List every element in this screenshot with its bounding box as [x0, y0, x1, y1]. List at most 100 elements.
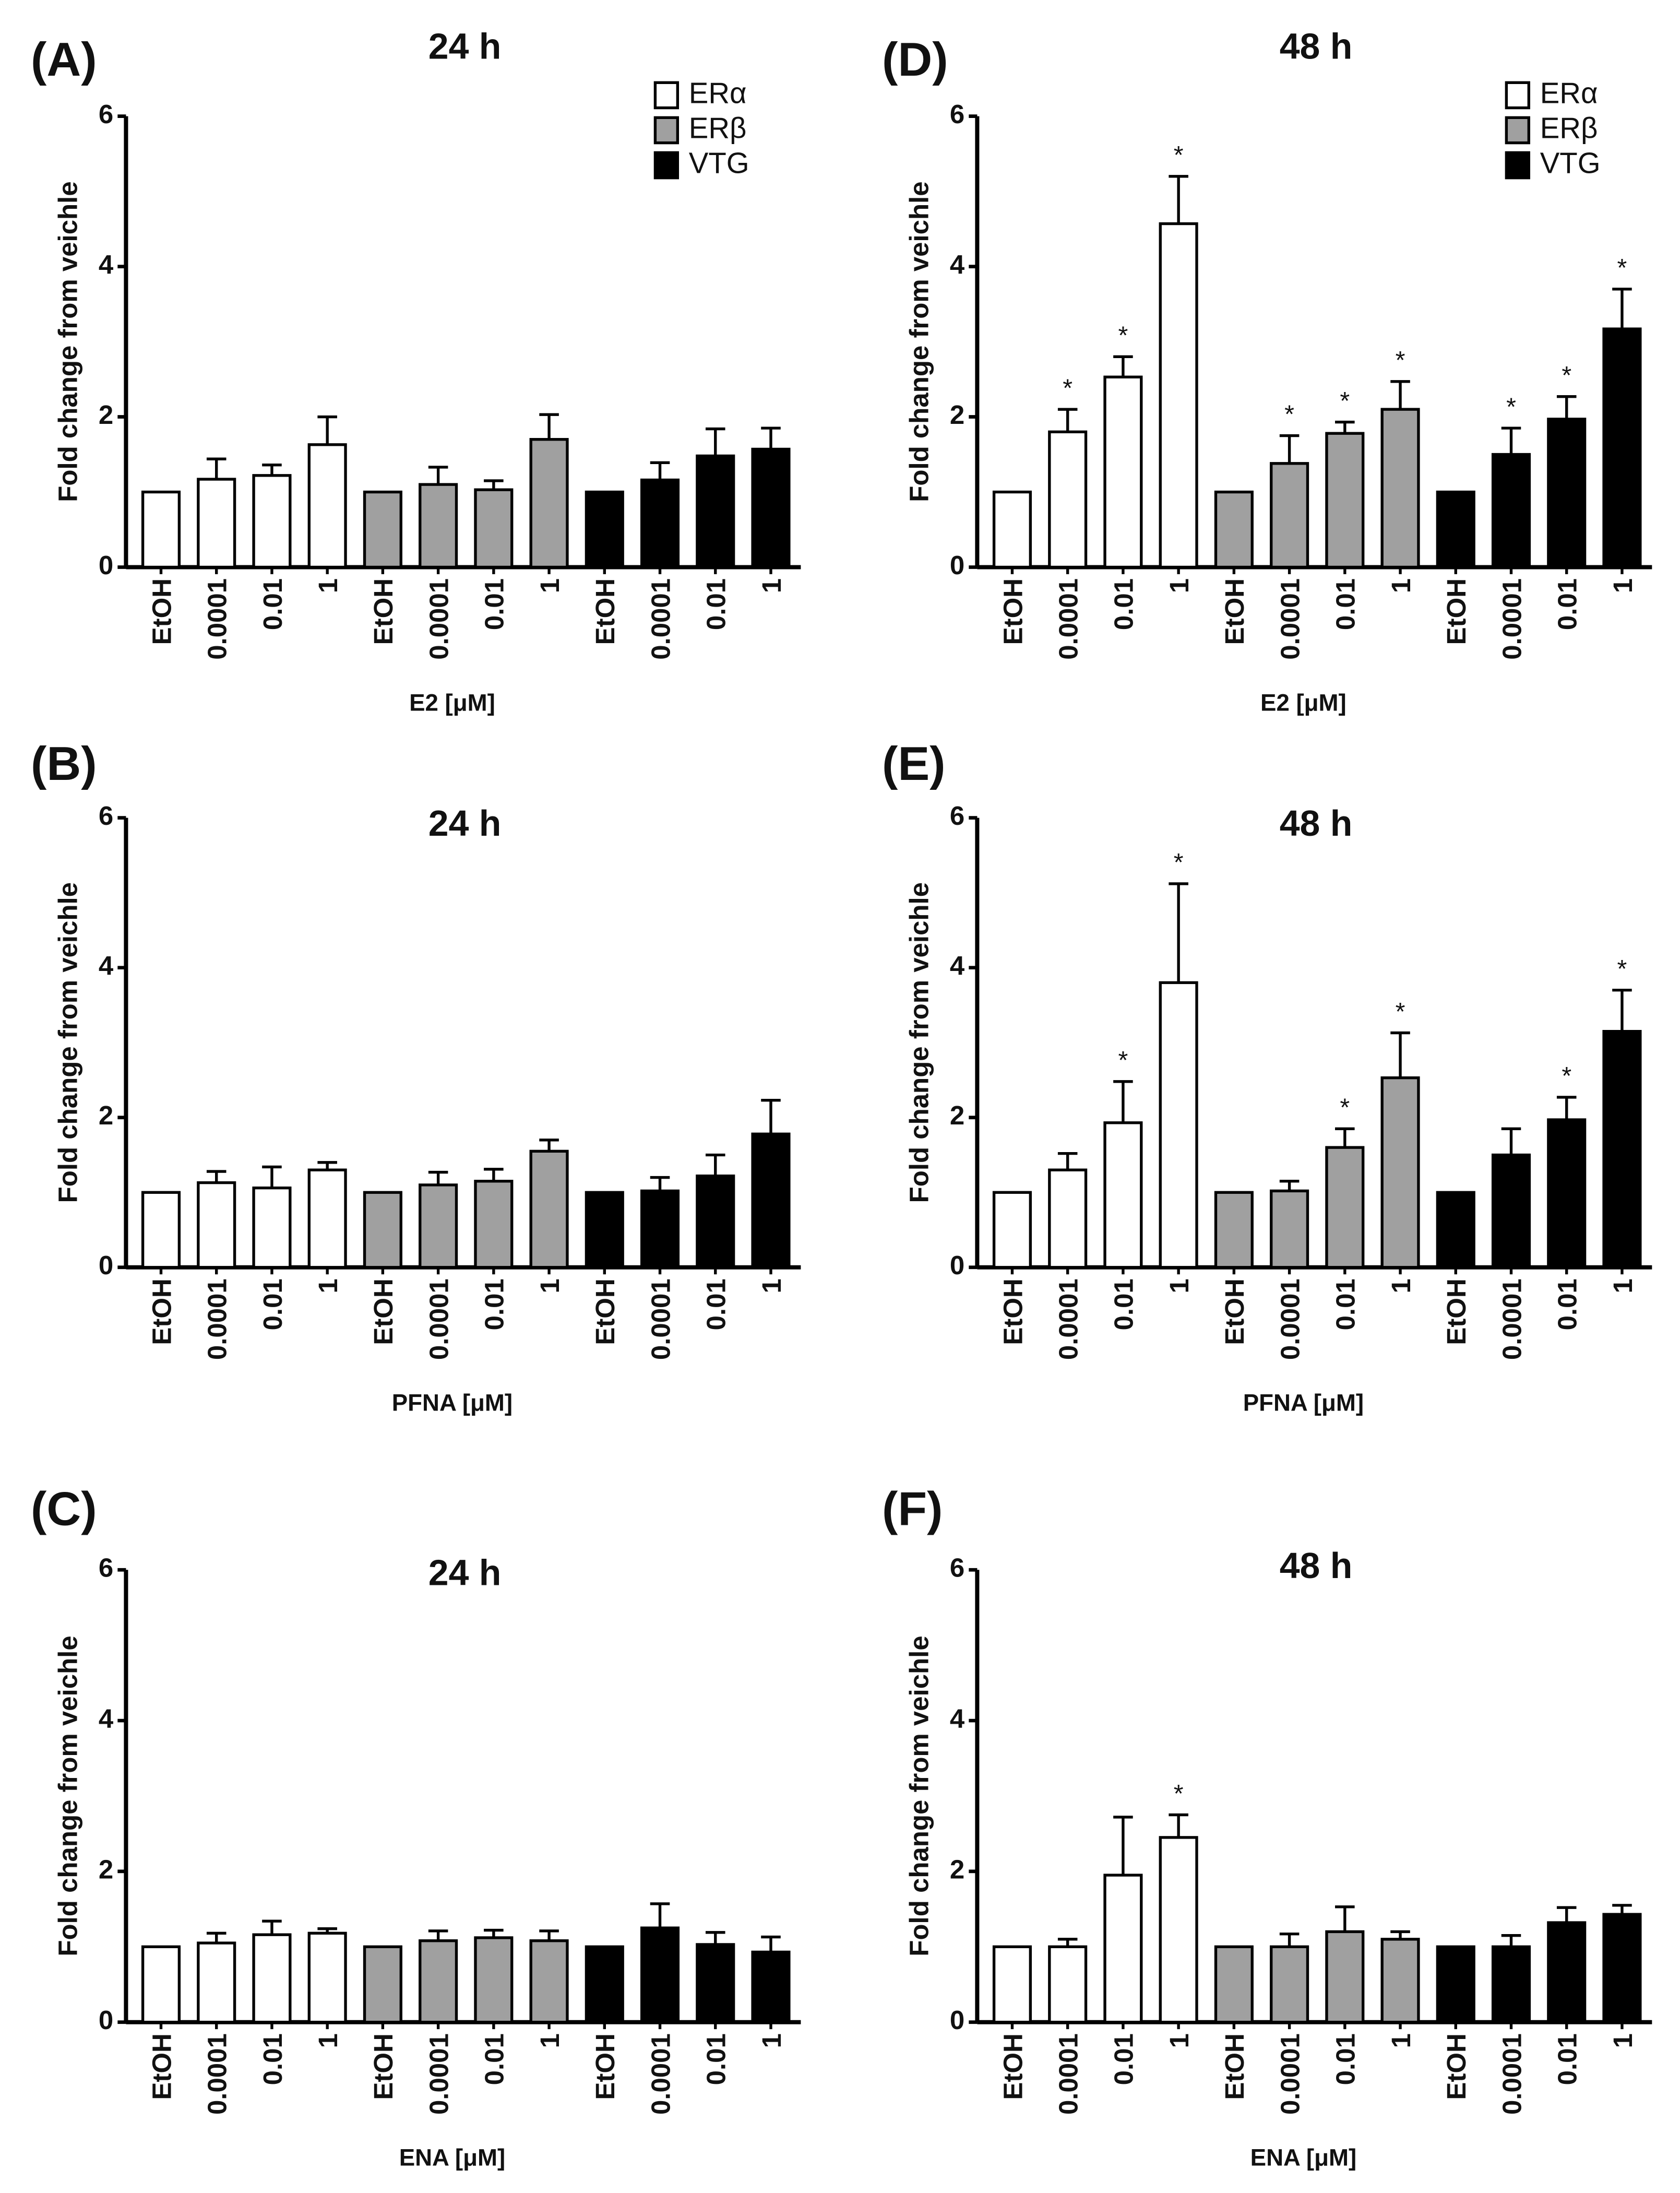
legend-label: VTG [689, 146, 749, 179]
x-tick-label: EtOH [998, 2033, 1028, 2100]
x-tick-label: 0.01 [1109, 1278, 1139, 1330]
x-tick-label: 1 [313, 2033, 343, 2048]
bar [1159, 981, 1198, 1269]
bar [1214, 1945, 1254, 2024]
x-tick-label: 1 [1164, 1278, 1194, 1293]
y-tick-label: 0 [950, 1250, 964, 1280]
error-bar [484, 479, 504, 490]
y-axis-label: Fold change from veichle [53, 181, 83, 502]
x-axis-label: ENA [μM] [1250, 2144, 1356, 2171]
bar [751, 1950, 791, 2024]
error-bar [1057, 1152, 1078, 1170]
legend-label: ERα [1540, 76, 1598, 109]
significance-mark: * [1118, 1046, 1128, 1074]
bar [141, 490, 181, 569]
y-axis-label: Fold change from veichle [53, 1635, 83, 1956]
chart-title: 24 h [428, 1552, 502, 1593]
x-tick-label: EtOH [590, 1278, 620, 1345]
bar [419, 1183, 458, 1269]
bar [1602, 327, 1642, 569]
x-tick-label: 1 [1386, 2033, 1416, 2048]
bar [197, 1181, 236, 1269]
y-tick-label: 6 [99, 1553, 113, 1583]
bar [1270, 1945, 1309, 2024]
bar [307, 1168, 347, 1269]
y-tick-label: 0 [99, 2005, 113, 2035]
error-bar [650, 1902, 670, 1928]
x-tick-label: 0.0001 [1275, 578, 1305, 660]
significance-mark: * [1396, 346, 1405, 374]
y-tick-label: 6 [950, 801, 964, 831]
error-bar [262, 1165, 282, 1188]
error-bar [1169, 175, 1188, 224]
bar [197, 478, 236, 569]
error-bar [705, 1153, 725, 1176]
legend-swatch [1505, 151, 1530, 180]
x-tick-label: 1 [1386, 578, 1416, 593]
x-tick-label: 0.0001 [424, 2033, 454, 2115]
bar [1159, 222, 1198, 569]
panel-label: (F) [882, 1482, 943, 1535]
x-tick-label: EtOH [368, 578, 398, 645]
bar [640, 1189, 680, 1269]
x-tick-label: EtOH [1441, 578, 1471, 645]
x-tick-label: 0.0001 [1497, 1278, 1527, 1360]
x-tick-label: 0.01 [258, 1278, 288, 1330]
bar [640, 1926, 680, 2024]
bar [252, 1186, 292, 1269]
bar [1547, 1118, 1587, 1269]
bar [363, 1191, 402, 1269]
bar [1547, 418, 1587, 569]
error-bar [1501, 426, 1521, 455]
bar [141, 1191, 181, 1269]
error-bar [262, 463, 282, 476]
x-tick-label: EtOH [147, 578, 176, 645]
legend-swatch [653, 116, 680, 145]
x-tick-label: EtOH [1220, 578, 1249, 645]
legend-swatch [653, 151, 680, 180]
x-tick-label: EtOH [1441, 1278, 1471, 1345]
error-bar [1556, 1906, 1577, 1923]
x-tick-label: 1 [535, 1278, 565, 1293]
x-tick-label: 0.01 [480, 2033, 509, 2085]
bar [1380, 1938, 1420, 2024]
x-tick-label: 0.01 [1109, 578, 1139, 630]
error-bar [1556, 395, 1577, 419]
y-tick-label: 4 [99, 250, 114, 279]
bar [696, 1943, 735, 2024]
significance-mark: * [1617, 955, 1627, 983]
bar [1103, 1874, 1143, 2024]
x-tick-label: 0.01 [701, 1278, 731, 1330]
error-bar [1335, 1127, 1355, 1148]
x-tick-label: 0.0001 [1275, 1278, 1305, 1360]
error-bar [1113, 1816, 1133, 1876]
x-tick-label: 0.01 [258, 578, 288, 630]
y-tick-label: 0 [99, 1250, 113, 1280]
error-bar [1113, 1080, 1133, 1123]
bar [307, 443, 347, 569]
bar [529, 438, 569, 569]
x-tick-label: EtOH [1220, 1278, 1249, 1345]
error-bar [317, 415, 337, 445]
error-bar [1057, 1938, 1078, 1947]
x-tick-label: 1 [757, 1278, 787, 1293]
error-bar [761, 426, 781, 449]
bar [474, 1180, 514, 1269]
chart-title: 24 h [428, 26, 502, 66]
x-tick-label: 0.01 [1331, 2033, 1361, 2085]
bar [992, 1945, 1032, 2024]
y-tick-label: 0 [950, 2005, 964, 2035]
x-tick-label: 0.0001 [646, 1278, 675, 1360]
error-bar [262, 1919, 282, 1935]
error-bar [1335, 420, 1355, 434]
x-tick-label: 1 [535, 2033, 565, 2048]
x-tick-label: 0.01 [701, 578, 731, 630]
bar [419, 483, 458, 569]
bar [585, 1945, 624, 2024]
bar [1602, 1913, 1642, 2024]
error-bar [650, 1176, 670, 1191]
y-tick-label: 2 [99, 1100, 113, 1130]
x-tick-label: 0.0001 [202, 2033, 232, 2115]
x-tick-label: EtOH [1220, 2033, 1249, 2100]
